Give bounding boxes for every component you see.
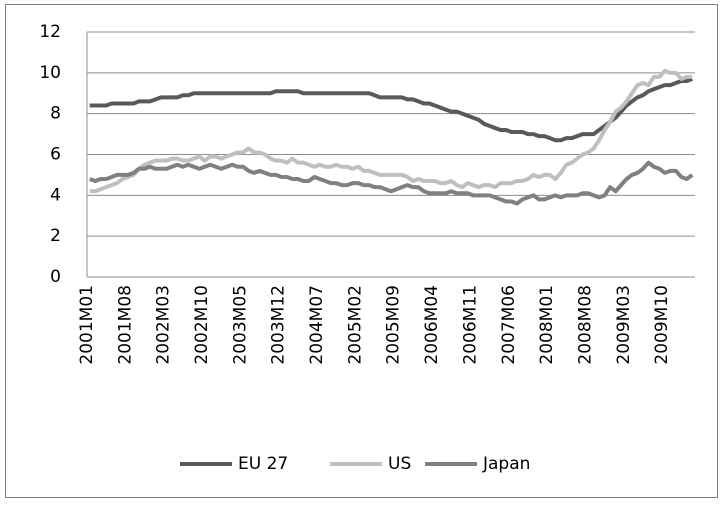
y-tick-label: 12: [39, 22, 61, 42]
x-tick-label: 2008M01: [537, 285, 557, 365]
y-tick-label: 4: [50, 185, 61, 205]
x-tick-label: 2008M08: [575, 285, 595, 365]
x-tick-label: 2009M03: [614, 285, 634, 365]
series-line: [89, 160, 694, 206]
x-tick-label: 2009M10: [652, 285, 672, 365]
x-tick-label: 2001M08: [115, 285, 135, 365]
x-tick-label: 2004M07: [307, 285, 327, 365]
x-tick-label: 2001M01: [77, 285, 97, 365]
x-tick-label: 2005M02: [345, 285, 365, 365]
legend-label: US: [388, 454, 411, 474]
y-tick-label: 8: [50, 104, 61, 124]
x-tick-label: 2003M05: [230, 285, 250, 365]
x-tick-label: 2003M12: [269, 285, 289, 365]
x-tick-label: 2006M04: [422, 285, 442, 365]
legend-label: Japan: [482, 454, 530, 474]
y-tick-label: 10: [39, 63, 61, 83]
x-tick-label: 2005M09: [384, 285, 404, 365]
x-tick-label: 2006M11: [460, 285, 480, 365]
x-tick-label: 2007M06: [499, 285, 519, 365]
x-tick-label: 2002M03: [154, 285, 174, 365]
series-line: [89, 68, 693, 194]
y-tick-label: 0: [50, 267, 61, 287]
chart-border: [5, 4, 718, 498]
series-line: [89, 77, 693, 143]
y-tick-label: 6: [50, 145, 61, 165]
y-tick-label: 2: [50, 226, 61, 246]
legend-label: EU 27: [238, 454, 288, 474]
x-tick-label: 2002M10: [192, 285, 212, 365]
